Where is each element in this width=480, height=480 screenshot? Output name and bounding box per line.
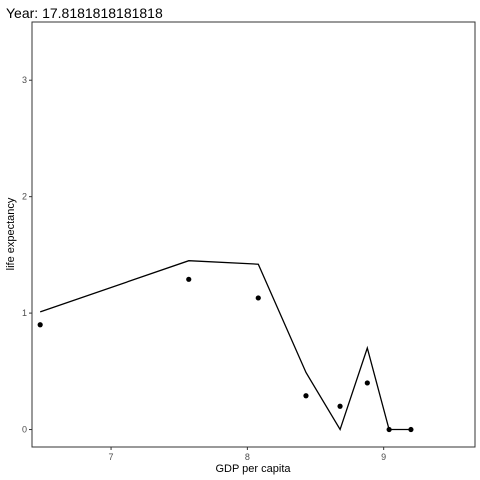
y-axis-label: life expectancy — [5, 197, 17, 270]
y-tick-label: 2 — [22, 192, 27, 202]
data-point — [186, 276, 192, 282]
y-axis: 0 1 2 3 — [22, 75, 32, 435]
x-tick-label: 7 — [109, 452, 114, 462]
data-point — [364, 380, 370, 386]
x-tick-label: 8 — [245, 452, 250, 462]
x-tick-label: 9 — [381, 452, 386, 462]
fit-line-series — [39, 260, 411, 432]
x-axis-label: GDP per capita — [215, 463, 291, 475]
data-point — [37, 322, 43, 328]
chart-title: Year: 17.8181818181818 — [6, 5, 163, 21]
plot-panel — [31, 21, 476, 448]
x-axis: 7 8 9 — [109, 447, 386, 462]
y-tick-label: 3 — [22, 75, 27, 85]
y-tick-label: 1 — [22, 308, 27, 318]
data-point — [255, 295, 261, 301]
data-point — [337, 403, 343, 409]
fit-line — [39, 260, 411, 432]
y-tick-label: 0 — [22, 425, 27, 435]
points-series — [37, 276, 414, 433]
data-point — [386, 426, 392, 433]
data-point — [408, 426, 414, 433]
data-point — [303, 393, 309, 399]
